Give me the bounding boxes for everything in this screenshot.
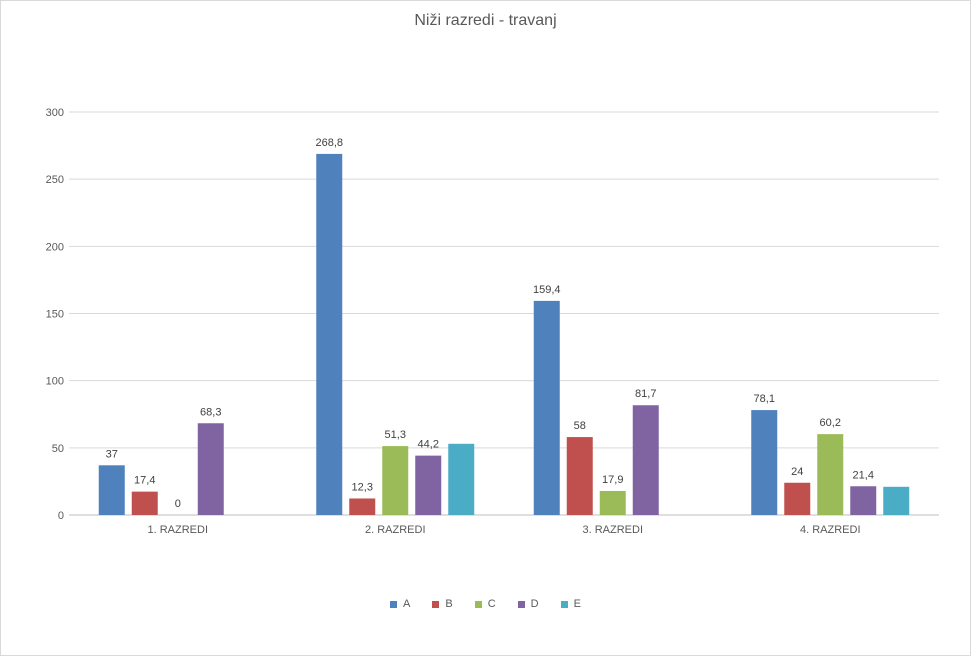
bar-b-4 <box>784 482 811 515</box>
x-tick-label: 1. RAZREDI <box>147 524 208 536</box>
legend-label: B <box>445 598 453 610</box>
data-label: 60,2 <box>820 417 841 429</box>
y-tick-label: 0 <box>58 510 64 522</box>
bar-e-4 <box>883 486 910 515</box>
data-label: 37 <box>106 448 118 460</box>
bar-b-2 <box>349 498 376 515</box>
legend: A B C D E <box>0 598 971 610</box>
legend-swatch <box>432 600 440 608</box>
y-tick-label: 200 <box>46 241 64 253</box>
legend-label: E <box>573 598 581 610</box>
bar-d-2 <box>415 455 442 515</box>
data-label: 268,8 <box>315 137 343 149</box>
data-label: 58 <box>574 420 586 432</box>
bar-c-3 <box>599 490 626 515</box>
bar-c-2 <box>382 446 409 515</box>
bar-e-2 <box>448 443 475 515</box>
x-axis-labels: 1. RAZREDI 2. RAZREDI 3. RAZREDI 4. RAZREDI <box>147 524 860 536</box>
legend-swatch <box>517 600 525 608</box>
legend-item-e: E <box>560 598 581 610</box>
y-tick-label: 50 <box>52 443 64 455</box>
legend-label: C <box>487 598 496 610</box>
bar-b-3 <box>566 437 593 515</box>
data-label: 24 <box>791 466 803 478</box>
data-labels: 37 17,4 0 68,3 268,8 12,3 51,3 44,2 159,4 58 17,9 8… <box>106 137 874 510</box>
chart-title: Niži razredi - travanj <box>414 12 557 29</box>
legend-swatch <box>560 600 568 608</box>
data-label: 0 <box>175 498 181 510</box>
x-tick-label: 3. RAZREDI <box>582 524 643 536</box>
y-tick-label: 100 <box>46 376 64 388</box>
y-tick-label: 150 <box>46 309 64 321</box>
data-label: 68,3 <box>200 406 221 418</box>
bar-a-4 <box>751 410 778 515</box>
legend-item-d: D <box>517 598 539 610</box>
data-label: 159,4 <box>533 284 561 296</box>
bar-d-4 <box>850 486 877 515</box>
bars <box>98 153 910 516</box>
data-label: 21,4 <box>853 469 874 481</box>
data-label: 78,1 <box>754 393 775 405</box>
bar-d-1 <box>197 423 224 515</box>
legend-item-c: C <box>474 598 496 610</box>
data-label: 44,2 <box>418 439 439 451</box>
bar-b-1 <box>131 491 158 515</box>
data-label: 17,9 <box>602 474 623 486</box>
data-label: 81,7 <box>635 388 656 400</box>
legend-label: D <box>530 598 539 610</box>
bar-a-2 <box>316 153 343 516</box>
legend-swatch <box>474 600 482 608</box>
legend-item-b: B <box>432 598 453 610</box>
legend-label: A <box>403 598 411 610</box>
bar-a-3 <box>533 300 560 515</box>
data-label: 51,3 <box>385 429 406 441</box>
legend-item-a: A <box>390 598 410 610</box>
x-tick-label: 4. RAZREDI <box>800 524 861 536</box>
bar-a-1 <box>98 465 125 515</box>
bar-d-3 <box>632 405 659 515</box>
legend-swatch <box>390 600 398 608</box>
data-label: 12,3 <box>352 481 373 493</box>
data-label: 17,4 <box>134 475 155 487</box>
y-axis-ticks: 0 50 100 150 200 250 300 <box>46 107 64 522</box>
y-tick-label: 250 <box>46 174 64 186</box>
bar-c-4 <box>817 434 844 515</box>
y-tick-label: 300 <box>46 107 64 119</box>
x-tick-label: 2. RAZREDI <box>365 524 426 536</box>
